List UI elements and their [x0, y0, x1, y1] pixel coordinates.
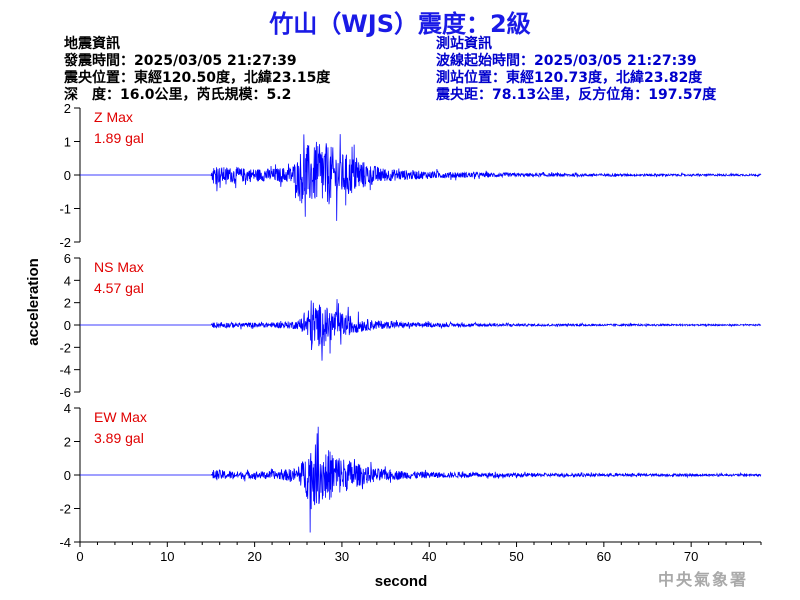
ew-max-value: 3.89 gal: [94, 430, 144, 446]
ns-y-tick-label: 2: [64, 296, 71, 311]
ns-y-tick-label: 6: [64, 251, 71, 266]
x-tick-label: 0: [76, 549, 83, 564]
x-tick-label: 30: [335, 549, 349, 564]
ew-y-tick-label: 4: [64, 401, 71, 416]
x-tick-label: 70: [684, 549, 698, 564]
chart-title: 竹山（WJS）震度：2級: [269, 10, 531, 38]
z-y-tick-label: 2: [64, 101, 71, 116]
ns-y-tick-label: 4: [64, 273, 71, 288]
cwa-watermark: 中央氣象署: [657, 570, 748, 589]
quake-info-heading: 地震資訊: [64, 36, 120, 52]
ns-y-tick-label: -6: [59, 385, 71, 400]
ns-waveform-series: [80, 299, 762, 361]
ew-y-tick-label: -2: [59, 502, 71, 517]
x-tick-label: 10: [160, 549, 174, 564]
ew-max-label: EW Max: [94, 409, 147, 425]
ns-y-tick-label: -2: [59, 340, 71, 355]
epicenter-location: 震央位置：東經120.50度，北緯23.15度: [64, 70, 331, 86]
ew-waveform-series: [80, 426, 762, 533]
ew-y-tick-label: 2: [64, 435, 71, 450]
x-tick-label: 40: [422, 549, 436, 564]
x-tick-label: 50: [509, 549, 523, 564]
x-tick-label: 60: [597, 549, 611, 564]
ew-y-tick-label: -4: [59, 535, 71, 550]
ns-max-value: 4.57 gal: [94, 280, 144, 296]
ns-y-tick-label: 0: [64, 318, 71, 333]
x-tick-label: 20: [247, 549, 261, 564]
z-y-tick-label: -2: [59, 235, 71, 250]
ns-max-label: NS Max: [94, 259, 144, 275]
z-max-label: Z Max: [94, 109, 133, 125]
z-y-tick-label: 1: [64, 135, 71, 150]
depth-magnitude: 深 度：16.0公里，芮氏規模：5.2: [64, 87, 292, 103]
z-max-value: 1.89 gal: [94, 130, 144, 146]
z-waveform-series: [80, 134, 762, 221]
y-axis-label: acceleration: [25, 258, 42, 346]
ew-y-tick-label: 0: [64, 468, 71, 483]
station-info-block: 測站資訊 波線起始時間：2025/03/05 21:27:39 測站位置：東經1…: [436, 36, 716, 104]
x-axis-label: second: [375, 573, 428, 590]
z-y-tick-label: -1: [59, 202, 71, 217]
epicentral-distance-azimuth: 震央距：78.13公里，反方位角：197.57度: [436, 87, 717, 103]
station-location: 測站位置：東經120.73度，北緯23.82度: [436, 70, 703, 86]
z-y-tick-label: 0: [64, 168, 71, 183]
origin-time: 發震時間：2025/03/05 21:27:39: [64, 53, 297, 69]
wave-start-time: 波線起始時間：2025/03/05 21:27:39: [436, 53, 697, 69]
quake-info-block: 地震資訊 發震時間：2025/03/05 21:27:39 震央位置：東經120…: [64, 36, 330, 104]
ns-y-tick-label: -4: [59, 363, 71, 378]
station-info-heading: 測站資訊: [436, 36, 492, 52]
